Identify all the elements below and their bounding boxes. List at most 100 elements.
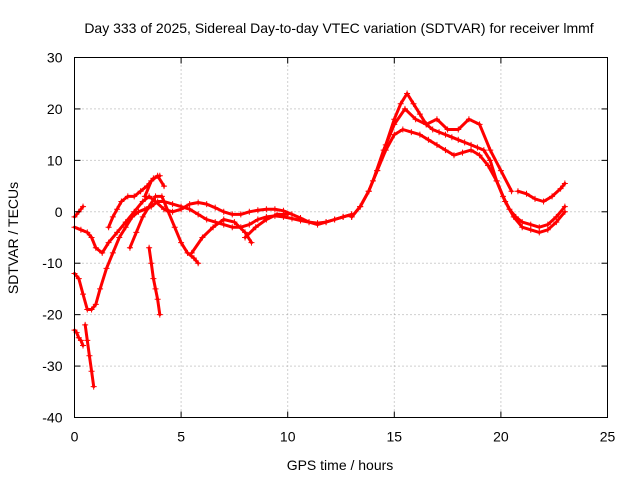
series-sat-i (141, 172, 168, 200)
data-point (423, 121, 430, 128)
y-tick-label: 0 (55, 204, 63, 220)
data-point (459, 149, 466, 156)
data-point (544, 226, 551, 233)
data-point (410, 100, 417, 107)
data-point (416, 111, 423, 118)
data-point (154, 172, 161, 179)
data-point (154, 198, 161, 205)
data-point (80, 203, 87, 210)
data-point (514, 188, 521, 195)
y-tick-label: 30 (47, 50, 63, 66)
data-point (274, 211, 281, 218)
axes-layer: 0 5 10 15 20 25 -40 -30 -20 -10 0 10 20 30 (42, 50, 615, 445)
data-point (540, 198, 547, 205)
data-point (404, 90, 411, 97)
y-tick-label: -10 (42, 255, 62, 271)
data-point (229, 224, 236, 231)
plot-frame (74, 57, 608, 418)
data-point (126, 244, 133, 251)
data-point (161, 183, 168, 190)
data-point (536, 224, 543, 231)
data-point (436, 129, 443, 136)
data-point (252, 224, 259, 231)
data-point (369, 177, 376, 184)
data-point (86, 352, 93, 359)
y-tick-label: -40 (42, 410, 62, 426)
data-point (448, 134, 455, 141)
data-point (429, 126, 436, 133)
data-point (188, 249, 195, 256)
data-point (461, 139, 468, 146)
data-point (348, 213, 355, 220)
data-point (141, 193, 148, 200)
data-point (82, 321, 89, 328)
data-point (544, 221, 551, 228)
data-point (229, 211, 236, 218)
data-point (131, 193, 138, 200)
data-point (114, 206, 121, 213)
data-point (210, 224, 217, 231)
data-point (195, 199, 202, 206)
data-point (508, 188, 515, 195)
data-point (105, 239, 112, 246)
y-axis-label: SDTVAR / TECUs (5, 182, 21, 294)
series-line (371, 107, 514, 193)
data-point (129, 213, 136, 220)
data-point (527, 221, 534, 228)
data-point (391, 121, 398, 128)
series-sat-o (514, 180, 568, 205)
data-point (553, 219, 560, 226)
data-point (442, 131, 449, 138)
series-sat-j (188, 216, 255, 256)
x-tick-label: 0 (71, 429, 79, 445)
data-point (220, 208, 227, 215)
data-point (97, 285, 104, 292)
data-point (401, 105, 408, 112)
data-point (306, 219, 313, 226)
data-point (156, 311, 163, 318)
data-point (561, 203, 568, 210)
data-point (425, 136, 432, 143)
data-point (88, 306, 95, 313)
data-point (124, 193, 131, 200)
data-point (280, 207, 287, 214)
x-tick-label: 5 (177, 429, 185, 445)
data-point (523, 190, 530, 197)
data-point (220, 221, 227, 228)
data-point (271, 206, 278, 213)
data-point (139, 198, 146, 205)
data-point (99, 249, 106, 256)
data-point (536, 229, 543, 236)
data-point (80, 291, 87, 298)
data-point (195, 260, 202, 267)
data-point (380, 147, 387, 154)
series-line (147, 246, 162, 317)
data-point (116, 234, 123, 241)
data-point (203, 216, 210, 223)
data-point (557, 185, 564, 192)
series-sat-d (82, 321, 97, 390)
series-layer (71, 90, 568, 390)
data-point (246, 208, 253, 215)
data-point (152, 193, 159, 200)
data-point (242, 234, 249, 241)
data-point (146, 244, 153, 251)
data-point (468, 141, 475, 148)
data-point (114, 229, 121, 236)
x-axis-label: GPS time / hours (287, 457, 394, 473)
data-point (212, 204, 219, 211)
data-point (433, 116, 440, 123)
x-tick-label: 15 (387, 429, 403, 445)
data-point (242, 229, 249, 236)
data-point (263, 216, 270, 223)
series-line (128, 194, 200, 265)
data-point (158, 193, 165, 200)
data-point (397, 100, 404, 107)
series-line (143, 174, 166, 198)
chart-title: Day 333 of 2025, Sidereal Day-to-day VTE… (84, 20, 593, 36)
data-point (391, 131, 398, 138)
data-point (186, 206, 193, 213)
data-point (186, 201, 193, 208)
data-point (485, 162, 492, 169)
